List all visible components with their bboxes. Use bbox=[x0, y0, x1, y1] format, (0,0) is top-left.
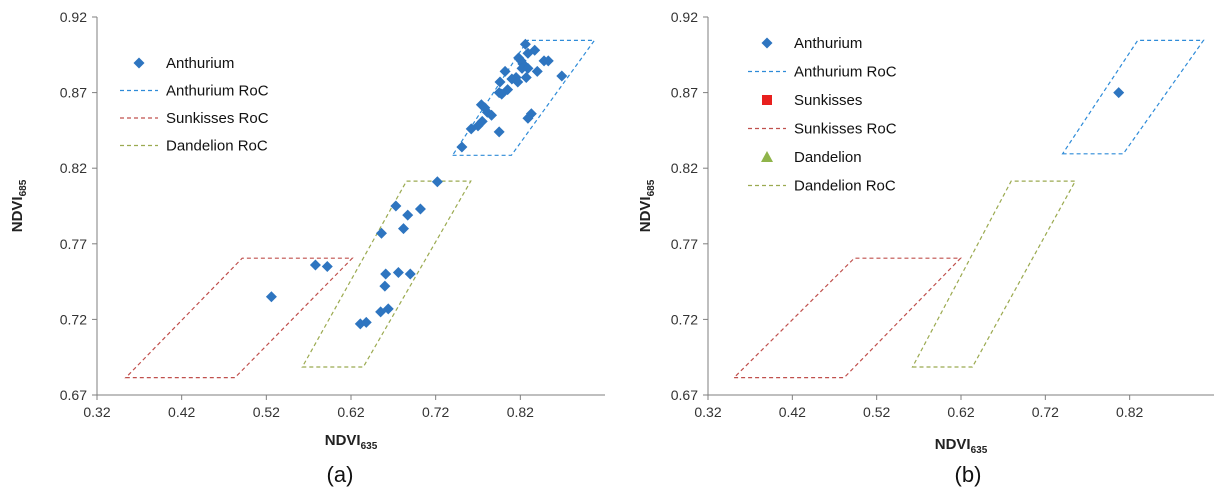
panel-label: (a) bbox=[327, 462, 354, 487]
anthurium-data-point bbox=[1113, 87, 1125, 99]
x-tick-label: 0.72 bbox=[422, 404, 449, 420]
legend-label-anthurium-roc: Anthurium RoC bbox=[166, 83, 269, 100]
anthurium-data-point bbox=[542, 55, 554, 67]
anthurium-data-point bbox=[360, 316, 372, 328]
anthurium-data-point bbox=[499, 65, 511, 77]
legend-label-dandelion-roc: Dandelion RoC bbox=[794, 178, 896, 195]
anthurium-data-point bbox=[512, 76, 524, 88]
y-tick-label: 0.77 bbox=[671, 236, 698, 252]
anthurium-data-point bbox=[522, 62, 534, 74]
anthurium-data-point bbox=[402, 209, 414, 221]
anthurium-data-point bbox=[390, 200, 402, 212]
anthurium-data-point bbox=[321, 260, 333, 272]
y-tick-label: 0.67 bbox=[671, 387, 698, 403]
y-tick-label: 0.87 bbox=[671, 85, 698, 101]
legend-swatch-anthurium bbox=[761, 37, 773, 49]
y-tick-label: 0.67 bbox=[60, 387, 87, 403]
anthurium-data-point bbox=[265, 291, 277, 303]
anthurium-data-point bbox=[486, 109, 498, 121]
x-tick-label: 0.42 bbox=[779, 404, 806, 420]
legend-swatch-sunkisses bbox=[762, 95, 772, 105]
x-tick-label: 0.52 bbox=[863, 404, 890, 420]
x-tick-label: 0.42 bbox=[168, 404, 195, 420]
anthurium-data-point bbox=[431, 176, 443, 188]
legend-swatch-anthurium bbox=[133, 57, 145, 69]
anthurium-data-point bbox=[456, 141, 468, 153]
y-axis-title: NDVI685 bbox=[637, 179, 657, 232]
dandelion-roc-region bbox=[911, 180, 1077, 368]
anthurium-data-point bbox=[379, 280, 391, 292]
y-tick-label: 0.87 bbox=[60, 85, 87, 101]
anthurium-data-point bbox=[531, 65, 543, 77]
x-tick-label: 0.62 bbox=[337, 404, 364, 420]
y-tick-label: 0.72 bbox=[671, 311, 698, 327]
anthurium-data-point bbox=[404, 268, 416, 280]
dandelion-roc-region bbox=[301, 180, 472, 368]
anthurium-data-point bbox=[392, 267, 404, 279]
panel-b-scatter-chart: 0.67 0.72 0.77 0.82 0.87 0.92 0.32 0.42 0.52 0.62… bbox=[637, 9, 1214, 487]
legend: Anthurium Anthurium RoC Sunkisses Sunkisses… bbox=[748, 35, 897, 195]
x-tick-label: 0.72 bbox=[1032, 404, 1059, 420]
y-tick-label: 0.82 bbox=[671, 160, 698, 176]
anthurium-data-point bbox=[414, 203, 426, 215]
legend-label-sunkisses-roc: Sunkisses RoC bbox=[794, 121, 897, 138]
legend-label-anthurium: Anthurium bbox=[166, 55, 234, 72]
anthurium-data-point bbox=[556, 70, 568, 82]
legend: Anthurium Anthurium RoC Sunkisses RoC Dande… bbox=[120, 55, 269, 155]
x-tick-label: 0.82 bbox=[1116, 404, 1143, 420]
panel-a-scatter-chart: 0.67 0.72 0.77 0.82 0.87 0.92 0.32 0.42 0.52 0.62… bbox=[9, 9, 605, 487]
anthurium-data-point bbox=[397, 223, 409, 235]
x-axis-title: NDVI635 bbox=[325, 432, 378, 452]
x-tick-label: 0.32 bbox=[694, 404, 721, 420]
sunkisses-roc-region bbox=[124, 257, 354, 379]
legend-label-anthurium-roc: Anthurium RoC bbox=[794, 64, 897, 81]
sunkisses-roc-region bbox=[732, 257, 963, 379]
y-tick-label: 0.92 bbox=[60, 9, 87, 25]
y-tick-label: 0.82 bbox=[60, 160, 87, 176]
x-axis-title: NDVI635 bbox=[935, 436, 988, 456]
y-tick-label: 0.77 bbox=[60, 236, 87, 252]
x-tick-label: 0.52 bbox=[253, 404, 280, 420]
anthurium-data-point bbox=[380, 268, 392, 280]
anthurium-data-point bbox=[519, 38, 531, 50]
y-axis-title: NDVI685 bbox=[9, 179, 29, 232]
legend-label-sunkisses: Sunkisses bbox=[794, 92, 862, 109]
anthurium-data-point bbox=[493, 126, 505, 138]
panel-label: (b) bbox=[955, 462, 982, 487]
anthurium-data-point bbox=[520, 71, 532, 83]
y-tick-label: 0.92 bbox=[671, 9, 698, 25]
x-tick-label: 0.62 bbox=[947, 404, 974, 420]
anthurium-data-point bbox=[494, 76, 506, 88]
legend-label-sunkisses-roc: Sunkisses RoC bbox=[166, 110, 269, 127]
anthurium-data-point bbox=[375, 227, 387, 239]
anthurium-data-point bbox=[309, 259, 321, 271]
legend-swatch-dandelion bbox=[761, 151, 773, 162]
anthurium-data-point bbox=[516, 62, 528, 74]
anthurium-data-point bbox=[382, 303, 394, 315]
anthurium-data-point bbox=[496, 88, 508, 100]
anthurium-data-point bbox=[522, 47, 534, 59]
legend-label-anthurium: Anthurium bbox=[794, 35, 862, 52]
legend-label-dandelion-roc: Dandelion RoC bbox=[166, 138, 268, 155]
anthurium-data-point bbox=[465, 123, 477, 135]
anthurium-data-point bbox=[522, 112, 534, 124]
y-tick-label: 0.72 bbox=[60, 311, 87, 327]
x-tick-label: 0.82 bbox=[507, 404, 534, 420]
anthurium-roc-region bbox=[1061, 39, 1205, 155]
x-tick-label: 0.32 bbox=[83, 404, 110, 420]
legend-label-dandelion: Dandelion bbox=[794, 149, 862, 166]
